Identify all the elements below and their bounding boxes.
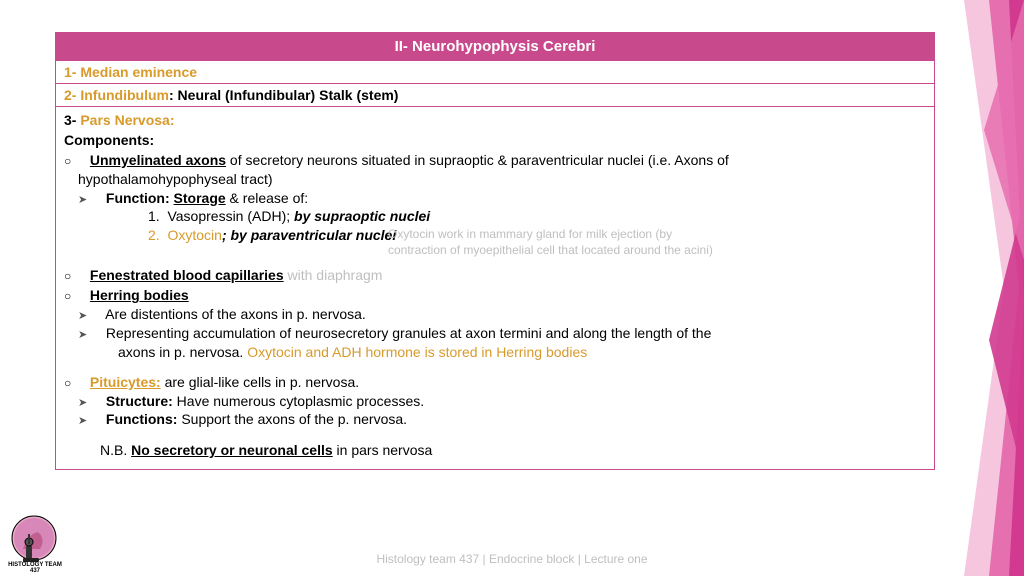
footer-text: Histology team 437 | Endocrine block | L… [0, 552, 1024, 566]
slide-content: II- Neurohypophysis Cerebri 1- Median em… [55, 32, 935, 470]
s3-num: 3- [64, 112, 76, 128]
axons-text: of secretory neurons situated in supraop… [226, 152, 729, 168]
herring-b2-cont: axons in p. nervosa. Oxytocin and ADH ho… [78, 343, 926, 362]
pituicytes-item: Pituicytes: are glial-like cells in p. n… [78, 373, 926, 461]
pituicytes-text: are glial-like cells in p. nervosa. [161, 374, 359, 390]
row1-num: 1- [64, 64, 76, 80]
item1-num: 1. [148, 208, 160, 224]
pit-struct-label: Structure: [106, 393, 173, 409]
fenestrated-note: with diaphragm [284, 267, 383, 283]
item1-b: by supraoptic nuclei [294, 208, 430, 224]
section3-heading: 3- Pars Nervosa: [64, 111, 926, 130]
item2: 2. Oxytocin; by paraventricular nuclei O… [78, 226, 926, 245]
function-label: Function: [106, 190, 170, 206]
herring-b2b: axons in p. nervosa. [118, 344, 247, 360]
axons-text2: hypothalamohypophyseal tract) [78, 170, 926, 189]
item1: 1. Vasopressin (ADH); by supraoptic nucl… [78, 207, 926, 226]
storage-label: Storage [174, 190, 226, 206]
row1-title: Median eminence [80, 64, 197, 80]
function-line: Function: Storage & release of: [78, 189, 926, 208]
herring-b2: Representing accumulation of neurosecret… [78, 324, 926, 343]
components-list: Unmyelinated axons of secretory neurons … [64, 151, 926, 460]
components-label: Components: [64, 131, 926, 150]
item1-a: Vasopressin (ADH); [167, 208, 290, 224]
s3-title: Pars Nervosa: [80, 112, 174, 128]
table-header: II- Neurohypophysis Cerebri [56, 33, 934, 60]
nb-c: in pars nervosa [333, 442, 433, 458]
row2-num: 2- [64, 87, 76, 103]
row2-title: Infundibulum [80, 87, 169, 103]
herring-item: Herring bodies Are distentions of the ax… [78, 286, 926, 372]
nb-b: No secretory or neuronal cells [131, 442, 333, 458]
pit-functions: Functions: Support the axons of the p. n… [78, 410, 926, 429]
nb-a: N.B. [100, 442, 131, 458]
oxy-note2: contraction of myoepithelial cell that l… [388, 242, 868, 258]
pituicytes-label: Pituicytes: [90, 374, 161, 390]
pit-func-text: Support the axons of the p. nervosa. [177, 411, 407, 427]
herring-b1: Are distentions of the axons in p. nervo… [78, 305, 926, 324]
oxy-note1: Oxytocin work in mammary gland for milk … [388, 226, 818, 242]
axons-label: Unmyelinated axons [90, 152, 226, 168]
item2-num: 2. [148, 227, 160, 243]
herring-label: Herring bodies [90, 287, 189, 303]
decorative-right-triangles [934, 0, 1024, 576]
fenestrated-item: Fenestrated blood capillaries with diaph… [78, 266, 926, 285]
row2-rest: : Neural (Infundibular) Stalk (stem) [169, 87, 398, 103]
row-infundibulum: 2- Infundibulum: Neural (Infundibular) S… [56, 83, 934, 106]
pit-struct-text: Have numerous cytoplasmic processes. [173, 393, 424, 409]
content-box: II- Neurohypophysis Cerebri 1- Median em… [55, 32, 935, 470]
pit-func-label: Functions: [106, 411, 178, 427]
axons-item: Unmyelinated axons of secretory neurons … [78, 151, 926, 265]
pit-structure: Structure: Have numerous cytoplasmic pro… [78, 392, 926, 411]
fenestrated-label: Fenestrated blood capillaries [90, 267, 284, 283]
nb-line: N.B. No secretory or neuronal cells in p… [78, 441, 926, 460]
item2-a: Oxytocin [167, 227, 221, 243]
herring-b2c: Oxytocin and ADH hormone is stored in He… [247, 344, 587, 360]
release-text: & release of: [226, 190, 309, 206]
row-median-eminence: 1- Median eminence [56, 60, 934, 83]
item2-b: ; by paraventricular nuclei [222, 227, 396, 243]
row-pars-nervosa: 3- Pars Nervosa: Components: Unmyelinate… [56, 106, 934, 469]
herring-b2a: Representing accumulation of neurosecret… [106, 325, 712, 341]
